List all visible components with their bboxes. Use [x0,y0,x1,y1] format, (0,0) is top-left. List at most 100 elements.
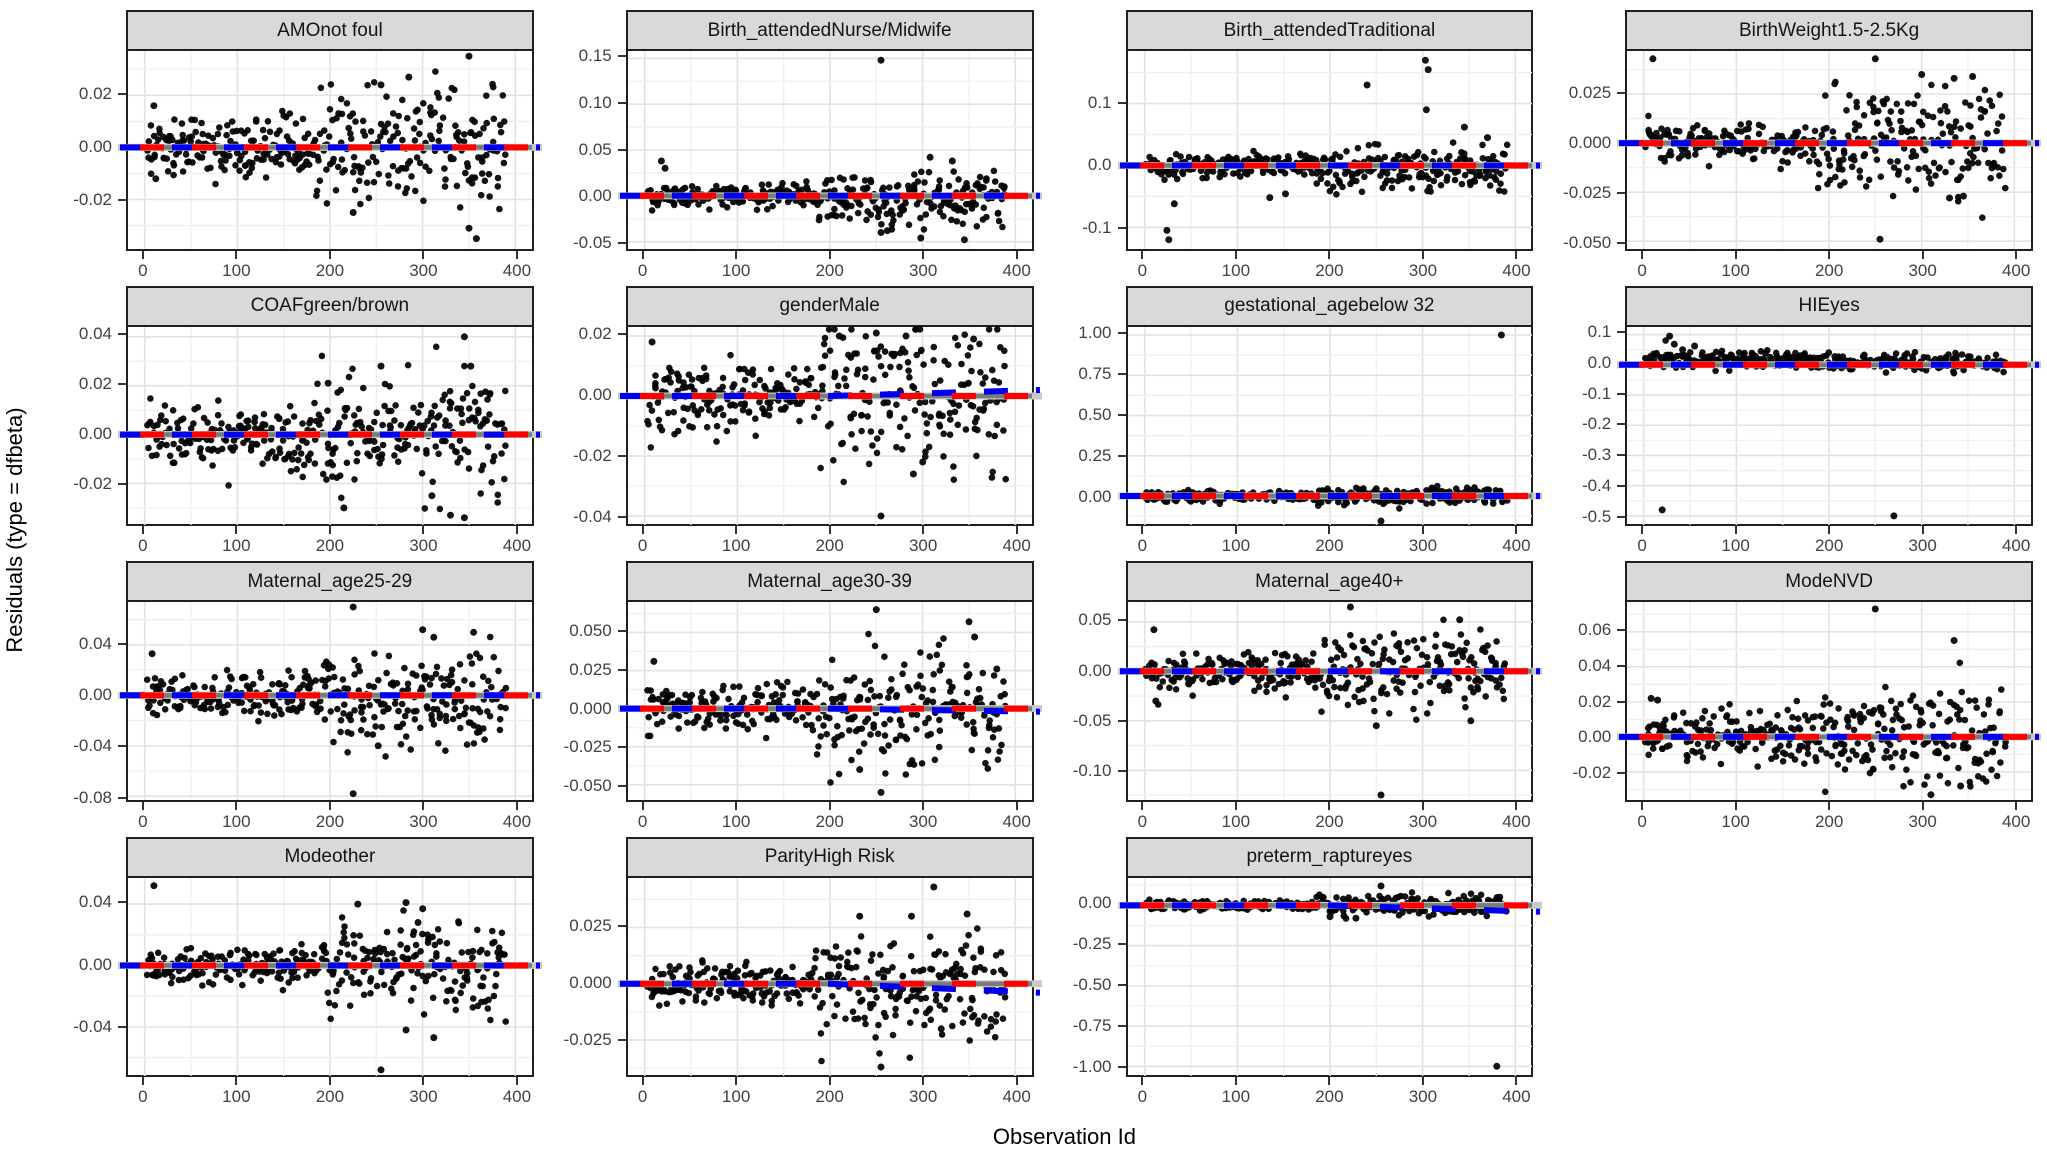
outlier-point [377,362,385,370]
y-axis: -0.04 0.00 0.04 [46,876,126,1078]
y-tick-mark [1617,91,1626,94]
outlier-point [349,790,357,798]
x-tick-mark [1921,526,1924,534]
y-tick-mark [617,1039,626,1042]
y-tick-label: 0.025 [569,659,612,679]
facet-strip: AMOnot foul [126,10,534,51]
facet-birth-attendednurse-midwife: Birth_attendedNurse/Midwife -0.05 0.00 0.05… [546,10,1046,280]
x-tick-mark [922,526,925,534]
outlier-point [1946,194,1954,202]
y-tick-mark [617,148,626,151]
x-axis: 0 100 200 300 400 [626,250,1034,280]
scatter-panel [1113,875,1546,1077]
y-tick-mark [1117,1025,1126,1028]
outlier-point [1460,123,1468,131]
y-tick-label: 0.00 [78,954,112,974]
x-tick-mark [2015,250,2018,259]
x-tick-mark [422,250,425,259]
outlier-point [1647,694,1655,702]
y-tick-mark [1617,629,1626,632]
outlier-point [472,235,480,243]
outlier-point [1427,484,1435,491]
outlier-point [1890,511,1898,519]
x-tick-label: 0 [637,260,648,280]
outlier-point [917,234,925,242]
facet-body: -0.02 0.00 0.02 0.04 0.06 [1545,600,2046,802]
x-tick-label: 0 [1637,811,1647,831]
facet-title: Maternal_age25-29 [247,570,413,592]
x-tick-label: 0 [138,260,148,280]
x-tick-mark [1234,250,1237,259]
outlier-point [349,603,357,611]
facet-title: HIEyes [1798,295,1860,316]
y-tick-mark [617,630,626,632]
outlier-point [152,175,160,183]
outlier-point [926,153,934,161]
x-tick-mark [1328,801,1331,810]
outlier-point [657,157,665,165]
y-tick-mark [1117,227,1126,230]
outlier-point [1918,71,1926,78]
y-axis: -0.02 0.00 0.02 0.04 [46,324,126,527]
y-tick-label: -0.08 [73,787,112,807]
outlier-point [650,657,658,665]
smooth-line [619,705,1040,715]
y-tick-label: 0.06 [1578,620,1612,640]
y-axis: -1.00 -0.75 -0.50 -0.25 0.00 [1046,876,1126,1078]
outlier-point [465,224,473,232]
y-axis: 0.00 0.25 0.50 0.75 1.00 [1046,323,1126,527]
outlier-point [402,1026,410,1033]
x-tick-label: 400 [2001,536,2031,555]
y-tick-mark [118,642,126,645]
x-tick-mark [1328,526,1331,534]
x-tick-mark [235,526,238,534]
x-tick-label: 300 [908,536,938,555]
facet-parityhigh-risk: ParityHigh Risk -0.025 0.000 0.025 0 100 200 30… [546,836,1046,1106]
y-tick-label: 0.02 [1578,691,1612,711]
x-tick-mark [1141,250,1144,259]
x-tick-mark [1515,1077,1518,1085]
x-tick-label: 100 [721,536,751,555]
outlier-point [835,332,843,339]
y-tick-label: 0.04 [78,324,112,344]
outlier-point [1679,345,1687,353]
outlier-point [148,650,156,658]
outlier-point [1649,55,1657,63]
x-tick-mark [1234,526,1237,534]
x-tick-label: 200 [815,536,844,555]
x-tick-label: 400 [2001,260,2031,280]
x-tick-label: 400 [1002,536,1031,555]
x-tick-label: 100 [1721,260,1750,280]
y-tick-mark [617,668,626,671]
y-tick-mark [1617,191,1626,194]
y-tick-label: 0.02 [78,374,112,394]
y-tick-label: 0.000 [569,973,612,993]
y-tick-mark [1617,392,1626,395]
y-tick-mark [1117,943,1126,946]
x-axis: 0 100 200 300 400 [1625,250,2033,280]
outlier-point [1424,66,1432,74]
x-tick-label: 200 [1814,260,1844,280]
x-tick-label: 400 [1002,260,1031,280]
outlier-point [1666,332,1674,340]
outlier-point [1455,616,1463,624]
x-tick-mark [422,801,425,810]
scatter-panel [1113,49,1546,251]
x-axis: 0 100 200 300 400 [1625,801,2033,831]
y-tick-mark [1117,1066,1126,1069]
outlier-point [1351,914,1359,922]
outlier-point [930,883,938,890]
x-axis: 0 100 200 300 400 [1126,1077,1534,1106]
facet-strip: gestational_agebelow 32 [1125,285,1534,327]
outlier-point [1927,791,1935,799]
y-axis: -0.050 -0.025 0.000 0.025 0.050 [546,600,626,802]
scatter-plot-svg [1613,51,2046,249]
y-tick-mark [118,333,126,336]
outlier-point [1969,73,1977,80]
x-tick-mark [141,1077,144,1085]
x-tick-mark [422,1077,425,1085]
y-tick-mark [1617,664,1626,667]
y-tick-mark [1617,700,1626,703]
y-tick-label: -0.10 [1072,761,1112,781]
facet-birthweight1-5-2-5kg: BirthWeight1.5-2.5Kg -0.050 -0.025 0.000 0.0… [1545,10,2046,280]
